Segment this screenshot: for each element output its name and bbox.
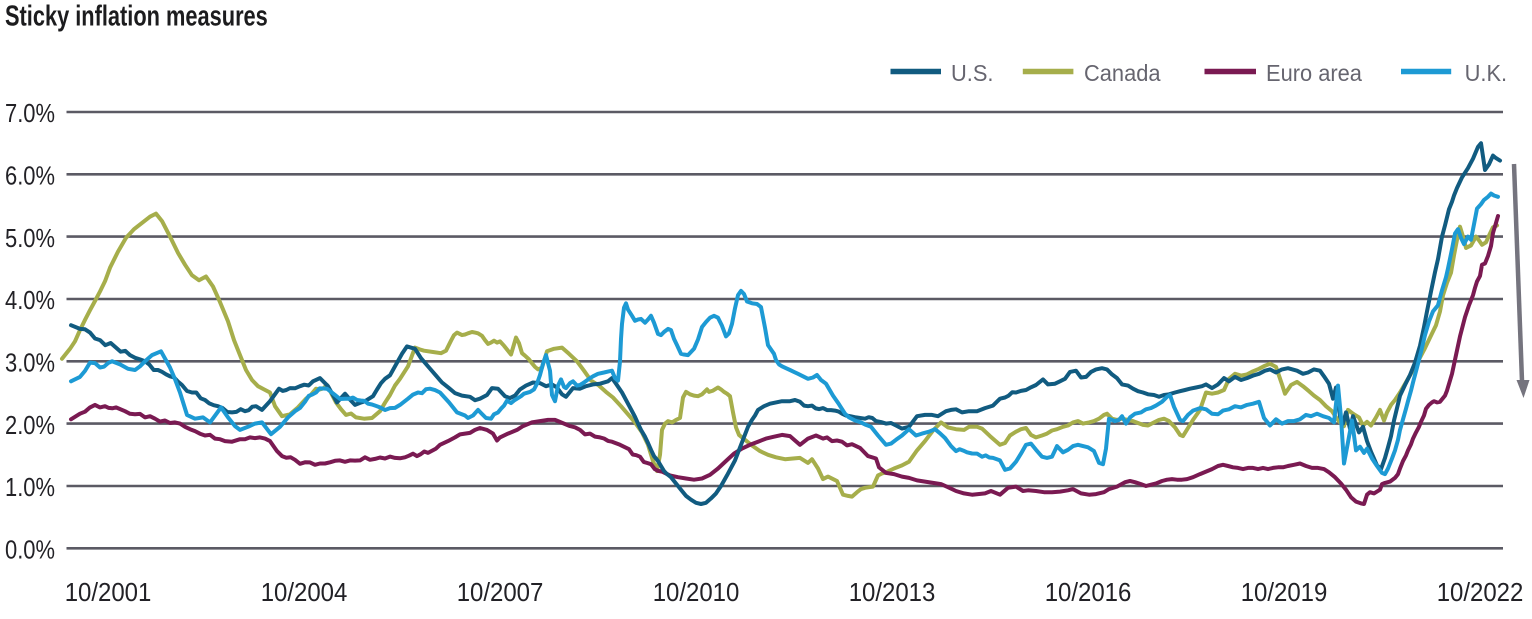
svg-text:5.0%: 5.0%	[5, 224, 55, 253]
svg-text:10/2007: 10/2007	[457, 579, 544, 607]
svg-text:Euro area: Euro area	[1266, 59, 1362, 86]
svg-text:10/2016: 10/2016	[1045, 579, 1132, 607]
svg-text:6.0%: 6.0%	[5, 162, 55, 191]
svg-text:10/2022: 10/2022	[1437, 579, 1524, 607]
svg-text:10/2004: 10/2004	[261, 579, 348, 607]
svg-text:1.0%: 1.0%	[5, 474, 55, 503]
svg-text:0.0%: 0.0%	[5, 536, 55, 565]
svg-text:Canada: Canada	[1084, 59, 1161, 86]
svg-text:10/2019: 10/2019	[1241, 579, 1328, 607]
svg-text:4.0%: 4.0%	[5, 287, 55, 316]
svg-text:10/2013: 10/2013	[849, 579, 936, 607]
svg-text:7.0%: 7.0%	[5, 100, 55, 129]
svg-text:U.S.: U.S.	[951, 59, 993, 86]
svg-text:10/2010: 10/2010	[653, 579, 740, 607]
svg-text:3.0%: 3.0%	[5, 349, 55, 378]
svg-text:10/2001: 10/2001	[65, 579, 152, 607]
svg-text:2.0%: 2.0%	[5, 411, 55, 440]
svg-text:U.K.: U.K.	[1465, 59, 1507, 86]
svg-text:Sticky inflation measures: Sticky inflation measures	[5, 1, 268, 32]
